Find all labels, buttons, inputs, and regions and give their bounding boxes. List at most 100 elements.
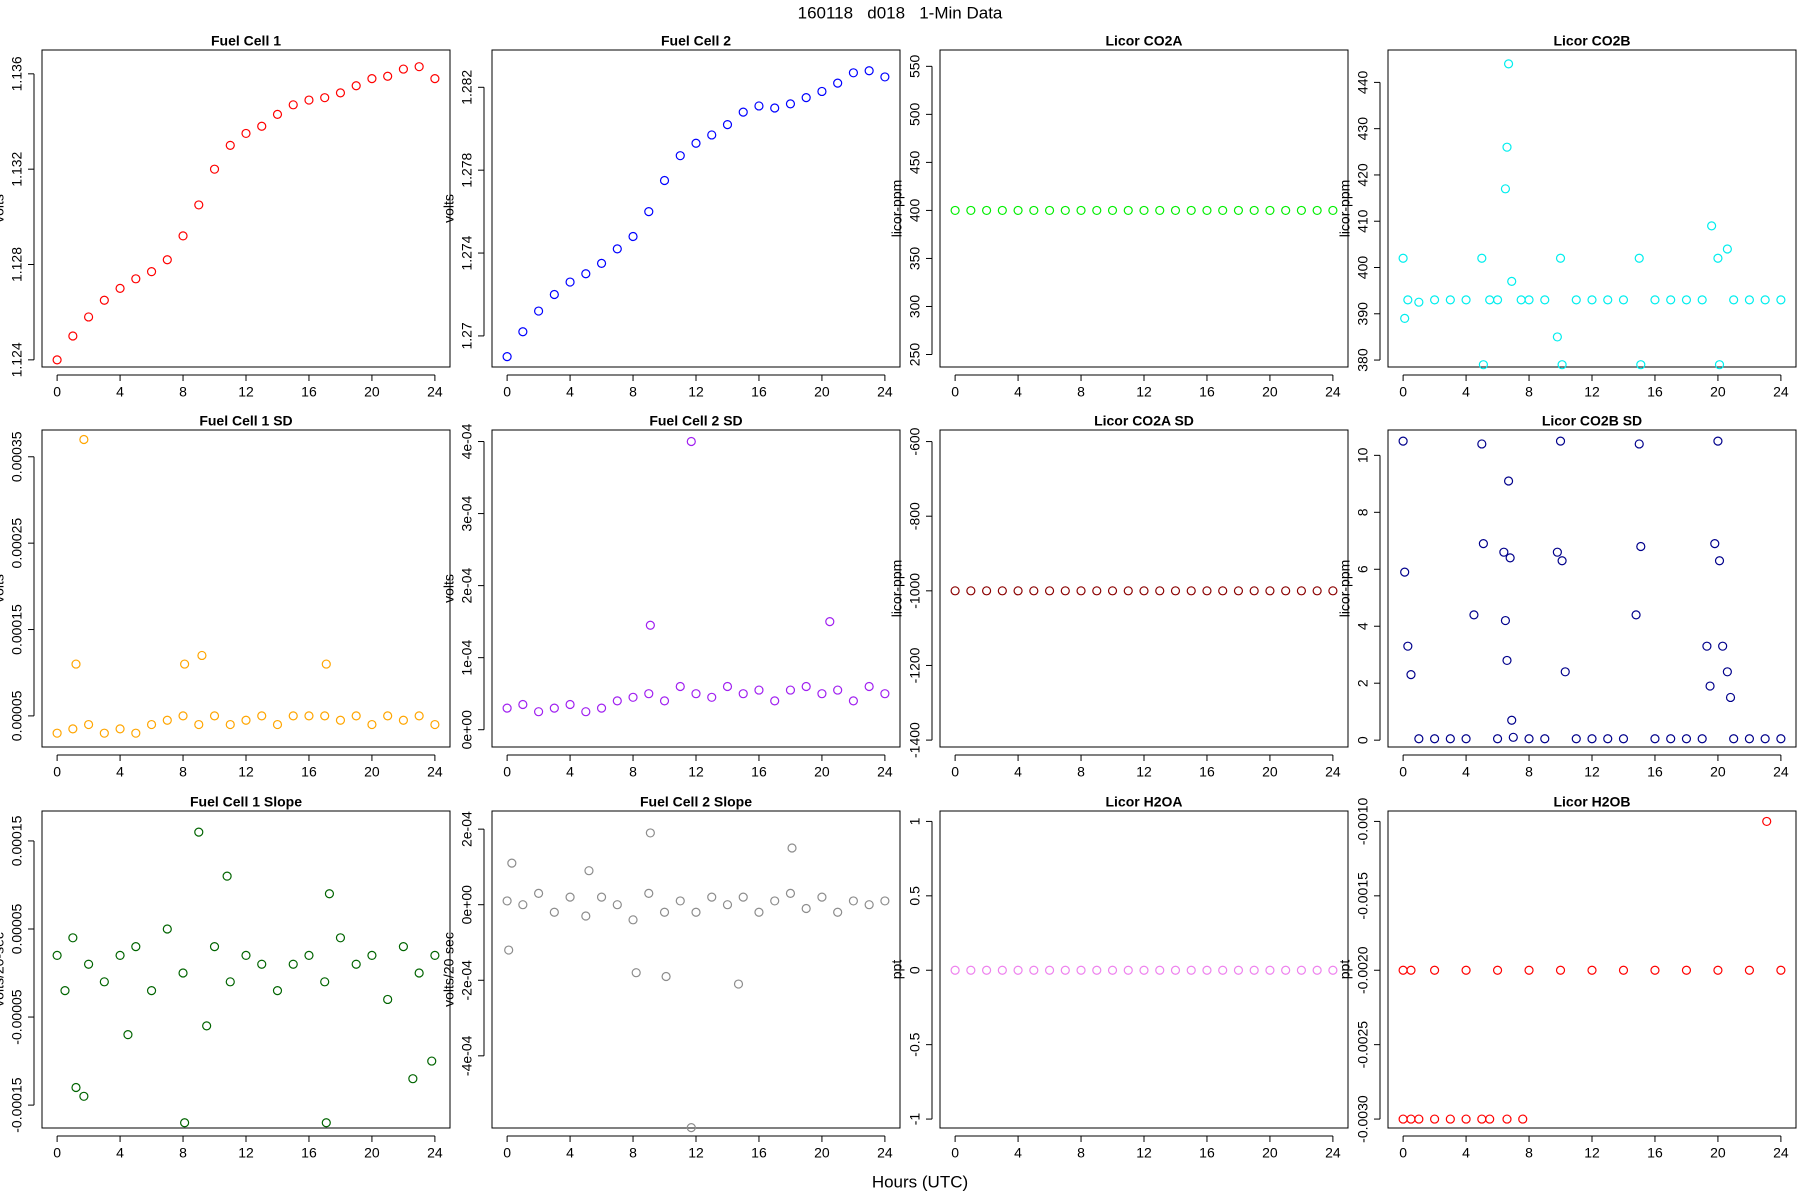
point [52, 728, 62, 738]
x-tick-label: 8 [1525, 764, 1533, 780]
x-tick-label: 0 [503, 764, 511, 780]
point [162, 255, 172, 265]
point [1218, 205, 1228, 216]
point [1524, 734, 1534, 744]
point [738, 107, 748, 117]
point [1265, 205, 1275, 216]
point [1249, 586, 1259, 596]
point [1618, 965, 1629, 975]
x-tick-label: 4 [566, 1145, 574, 1161]
y-tick-label: -0.5 [907, 1032, 923, 1056]
point [1406, 1114, 1416, 1124]
point [644, 207, 654, 217]
point [146, 719, 157, 730]
x-tick-label: 12 [1584, 764, 1600, 780]
point [1729, 295, 1739, 305]
point [1722, 667, 1732, 677]
x-tick-label: 8 [179, 764, 187, 780]
point [304, 95, 314, 105]
point [1429, 1114, 1440, 1124]
point [1524, 295, 1534, 305]
y-tick-label: 1.27 [459, 322, 475, 349]
point [1398, 436, 1408, 446]
point [60, 986, 70, 996]
point [1155, 965, 1165, 975]
point [1249, 205, 1259, 216]
x-tick-label: 8 [1077, 764, 1085, 780]
x-tick-label: 0 [951, 384, 959, 400]
point [1713, 436, 1723, 446]
point [225, 977, 235, 987]
point [1702, 641, 1712, 651]
point [209, 942, 220, 952]
point [1186, 586, 1196, 596]
point [1076, 586, 1086, 596]
plot-box [41, 810, 451, 1129]
point [131, 728, 141, 738]
point [581, 269, 591, 279]
y-tick-label: 0 [1355, 736, 1371, 744]
y-tick-label: 400 [907, 199, 923, 223]
point [1107, 586, 1118, 596]
y-tick-label: 0.00025 [9, 518, 25, 569]
point [68, 933, 78, 943]
y-tick-label: -1400 [907, 722, 923, 758]
point [785, 685, 796, 695]
point [880, 689, 890, 699]
point [1557, 556, 1567, 566]
y-tick-label: 1.274 [459, 235, 475, 270]
y-tick-label: 0e+00 [459, 885, 475, 925]
point [1516, 295, 1526, 305]
point [1218, 586, 1228, 596]
x-tick-label: 8 [1077, 1145, 1085, 1161]
y-axis-label: licor-ppm [1337, 560, 1353, 618]
x-tick-label: 4 [116, 384, 124, 400]
point [549, 907, 559, 917]
point [79, 434, 89, 445]
point [351, 711, 361, 721]
x-tick-label: 0 [1399, 1145, 1407, 1161]
point [612, 696, 622, 706]
y-tick-label: 0.00035 [9, 431, 25, 482]
point [533, 888, 544, 898]
point [1681, 295, 1692, 305]
point [1461, 734, 1471, 744]
plot-box [939, 49, 1349, 368]
y-tick-label: 450 [907, 150, 923, 174]
point [880, 72, 890, 82]
point [1722, 244, 1732, 254]
y-tick-label: -2e-04 [459, 960, 475, 1001]
panel-title: Fuel Cell 2 Slope [640, 794, 752, 810]
x-tick-label: 0 [1399, 764, 1407, 780]
point [414, 711, 424, 721]
panel-title: Fuel Cell 1 [211, 33, 281, 49]
point [115, 950, 125, 961]
x-tick-label: 4 [1462, 764, 1470, 780]
point [1233, 586, 1244, 596]
point [864, 900, 874, 910]
point [1718, 641, 1728, 651]
x-tick-label: 0 [53, 1145, 61, 1161]
point [79, 1091, 89, 1101]
x-tick-label: 8 [629, 384, 637, 400]
y-tick-label: -0.0010 [1355, 797, 1371, 845]
y-tick-label: 0.00005 [9, 690, 25, 741]
point [1697, 295, 1707, 305]
point [981, 586, 992, 596]
x-tick-label: 20 [814, 764, 830, 780]
point [1233, 205, 1244, 216]
point [502, 896, 512, 906]
point [817, 86, 827, 97]
panel-title: Licor H2OA [1105, 794, 1182, 810]
x-tick-label: 16 [1647, 764, 1663, 780]
point [1249, 965, 1259, 975]
plot-box [1387, 810, 1797, 1129]
point [675, 151, 685, 161]
x-tick-label: 4 [116, 1145, 124, 1161]
point [1170, 965, 1181, 975]
point [131, 942, 141, 952]
point [288, 100, 298, 110]
point [1760, 734, 1770, 744]
panel-title: Licor CO2A SD [1094, 413, 1194, 429]
point [367, 950, 377, 961]
